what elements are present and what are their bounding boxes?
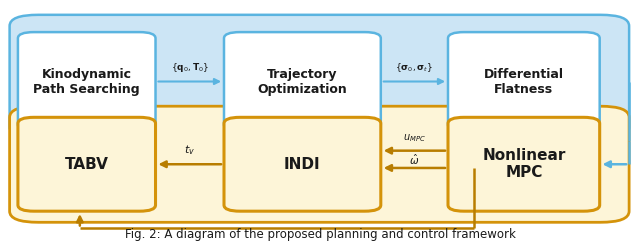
- Text: Kinodynamic
Path Searching: Kinodynamic Path Searching: [33, 67, 140, 96]
- Text: TABV: TABV: [65, 157, 109, 172]
- Text: Trajectory
Optimization: Trajectory Optimization: [257, 67, 348, 96]
- Text: $u_{MPC}$: $u_{MPC}$: [403, 133, 426, 144]
- Text: $\hat{\omega}$: $\hat{\omega}$: [410, 152, 419, 167]
- FancyBboxPatch shape: [18, 32, 156, 131]
- FancyBboxPatch shape: [224, 32, 381, 131]
- Text: Differential
Flatness: Differential Flatness: [484, 67, 564, 96]
- FancyBboxPatch shape: [18, 117, 156, 211]
- Text: Fig. 2: A diagram of the proposed planning and control framework: Fig. 2: A diagram of the proposed planni…: [125, 228, 515, 241]
- FancyBboxPatch shape: [10, 15, 629, 138]
- FancyBboxPatch shape: [448, 117, 600, 211]
- FancyBboxPatch shape: [224, 117, 381, 211]
- FancyBboxPatch shape: [10, 106, 629, 222]
- Text: $\{{\bf q}_0, {\bf T}_0\}$: $\{{\bf q}_0, {\bf T}_0\}$: [171, 61, 209, 74]
- Text: $\{{\bf \sigma}_0, {\bf \sigma}_t\}$: $\{{\bf \sigma}_0, {\bf \sigma}_t\}$: [396, 61, 433, 74]
- Text: $t_v$: $t_v$: [184, 143, 195, 157]
- Text: INDI: INDI: [284, 157, 321, 172]
- FancyBboxPatch shape: [448, 32, 600, 131]
- Text: Nonlinear
MPC: Nonlinear MPC: [482, 148, 566, 181]
